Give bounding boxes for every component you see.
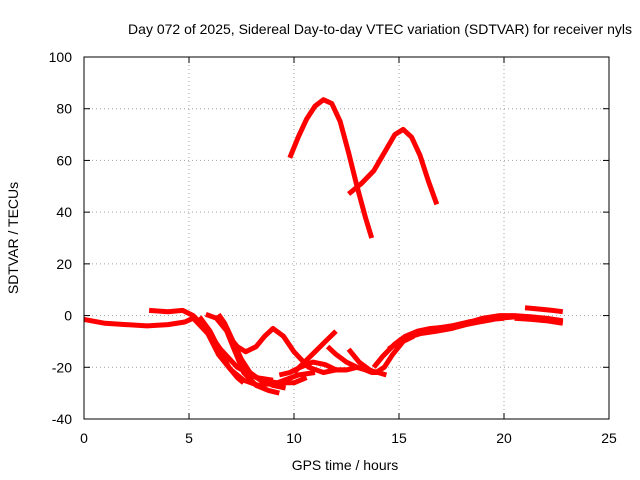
series-line-arc-1 [83, 315, 195, 329]
x-tick-label: 10 [286, 430, 302, 446]
series-line-arc-10 [292, 329, 338, 375]
y-axis-label: SDTVAR / TECUs [5, 182, 21, 294]
y-tick-label: 60 [56, 152, 72, 168]
series-line-arc-18 [524, 305, 564, 315]
series-line-arc-12 [346, 334, 415, 375]
series-line-arc-19 [287, 97, 375, 239]
series-line-arc-17 [514, 315, 564, 326]
y-tick-label: 0 [64, 308, 72, 324]
grid-lines [84, 57, 609, 419]
y-tick-label: 80 [56, 101, 72, 117]
x-tick-label: 0 [80, 430, 88, 446]
y-tick-label: 100 [49, 49, 73, 65]
x-tick-label: 5 [185, 430, 193, 446]
x-tick-label: 20 [496, 430, 512, 446]
x-tick-label: 15 [391, 430, 407, 446]
data-series [83, 97, 564, 396]
chart-title: Day 072 of 2025, Sidereal Day-to-day VTE… [128, 21, 632, 37]
y-tick-label: -20 [52, 359, 72, 375]
y-tick-label: 20 [56, 256, 72, 272]
axis-ticks: 0 5 10 15 20 25 -40 -20 0 20 40 60 80 100 [49, 49, 617, 446]
y-tick-label: -40 [52, 411, 72, 427]
x-tick-label: 25 [601, 430, 617, 446]
series-line-arc-20 [347, 126, 440, 206]
series-line-arc-8 [226, 326, 347, 375]
series-line-arc-6 [197, 315, 246, 385]
x-axis-label: GPS time / hours [292, 457, 399, 473]
plot-frame [83, 56, 610, 420]
y-tick-label: 40 [56, 204, 72, 220]
